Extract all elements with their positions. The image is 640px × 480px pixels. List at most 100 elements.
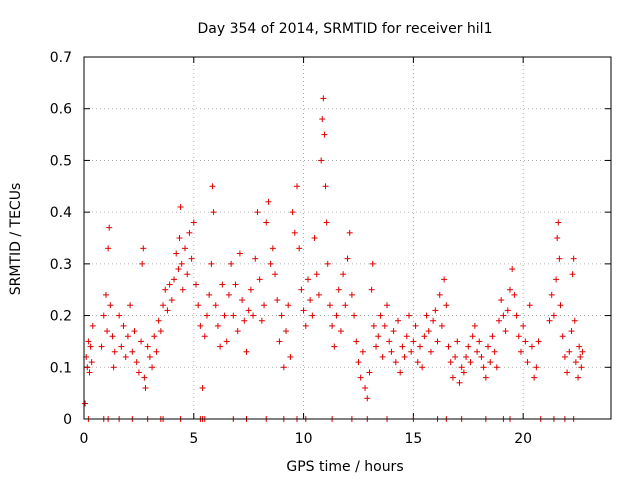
- data-point: [506, 286, 513, 293]
- data-point: [127, 302, 134, 309]
- data-point: [395, 317, 402, 324]
- data-point: [386, 338, 393, 345]
- data-point: [84, 364, 91, 371]
- data-point: [362, 384, 369, 391]
- data-point: [192, 281, 199, 288]
- data-point: [576, 343, 583, 350]
- data-point: [149, 364, 156, 371]
- data-point: [408, 348, 415, 355]
- data-point: [208, 260, 215, 267]
- data-point: [533, 364, 540, 371]
- data-point: [556, 255, 563, 262]
- data-point: [566, 348, 573, 355]
- tick-labels: 0 0.1 0.2 0.3 0.4 0.5 0.6 0.7 0 5 10 15 20: [50, 50, 532, 447]
- data-point: [263, 219, 270, 226]
- data-point: [321, 131, 328, 138]
- data-point: [210, 209, 217, 216]
- data-point: [110, 364, 117, 371]
- data-point: [509, 266, 516, 273]
- data-point: [98, 343, 105, 350]
- data-point: [272, 271, 279, 278]
- data-point: [329, 322, 336, 329]
- data-point: [416, 343, 423, 350]
- data-point: [348, 291, 355, 298]
- data-point: [553, 276, 560, 283]
- data-point: [256, 276, 263, 283]
- data-point: [364, 395, 371, 402]
- data-point: [375, 333, 382, 340]
- x-tick-label: 10: [295, 431, 313, 447]
- data-point: [445, 343, 452, 350]
- data-point: [285, 302, 292, 309]
- data-point: [559, 333, 566, 340]
- data-point: [410, 338, 417, 345]
- data-point: [493, 364, 500, 371]
- data-point: [258, 317, 265, 324]
- data-point: [175, 266, 182, 273]
- data-point: [570, 255, 577, 262]
- data-point: [199, 384, 206, 391]
- data-point: [337, 328, 344, 335]
- data-point: [517, 348, 524, 355]
- data-point: [569, 271, 576, 278]
- data-point: [140, 245, 147, 252]
- data-point: [557, 302, 564, 309]
- data-point: [146, 353, 153, 360]
- data-point: [535, 338, 542, 345]
- data-point: [465, 343, 472, 350]
- data-point: [296, 245, 303, 252]
- data-point: [366, 369, 373, 376]
- data-point: [293, 183, 300, 190]
- data-point: [403, 333, 410, 340]
- data-point: [498, 297, 505, 304]
- data-point: [449, 374, 456, 381]
- data-point: [155, 317, 162, 324]
- y-tick-label: 0: [63, 412, 72, 428]
- data-point: [176, 235, 183, 241]
- data-point: [245, 307, 252, 314]
- data-point: [355, 359, 362, 366]
- data-point: [421, 333, 428, 340]
- data-point: [434, 338, 441, 345]
- data-point: [369, 260, 376, 267]
- data-point: [548, 291, 555, 298]
- data-point: [322, 183, 329, 190]
- data-point: [221, 312, 228, 319]
- data-point: [102, 291, 109, 298]
- data-point: [107, 302, 114, 309]
- data-point: [577, 353, 584, 360]
- data-point: [504, 307, 511, 314]
- y-tick-label: 0.2: [50, 309, 72, 325]
- data-point: [243, 348, 250, 355]
- y-tick-label: 0.3: [50, 257, 72, 273]
- data-point: [460, 369, 467, 376]
- data-point: [575, 374, 582, 381]
- data-point: [412, 322, 419, 329]
- data-point: [485, 343, 492, 350]
- data-point: [86, 369, 93, 376]
- data-point: [572, 359, 579, 366]
- x-axis-label: GPS time / hours: [286, 459, 403, 475]
- y-tick-label: 0.6: [50, 102, 72, 118]
- data-point: [478, 353, 485, 360]
- data-point: [489, 333, 496, 340]
- data-point: [276, 338, 283, 345]
- data-point: [177, 203, 184, 210]
- data-point: [500, 312, 507, 319]
- data-point: [370, 322, 377, 329]
- data-point: [515, 333, 522, 340]
- data-point: [344, 255, 351, 262]
- data-point: [87, 343, 94, 350]
- y-tick-label: 0.7: [50, 50, 72, 66]
- data-point: [554, 235, 561, 241]
- data-point: [351, 312, 358, 319]
- data-point: [443, 302, 450, 309]
- data-point: [441, 276, 448, 283]
- data-point: [250, 312, 257, 319]
- data-point: [201, 333, 208, 340]
- data-points: [82, 95, 586, 422]
- data-point: [302, 322, 309, 329]
- data-point: [106, 224, 113, 231]
- data-point: [160, 302, 167, 309]
- data-point: [381, 322, 388, 329]
